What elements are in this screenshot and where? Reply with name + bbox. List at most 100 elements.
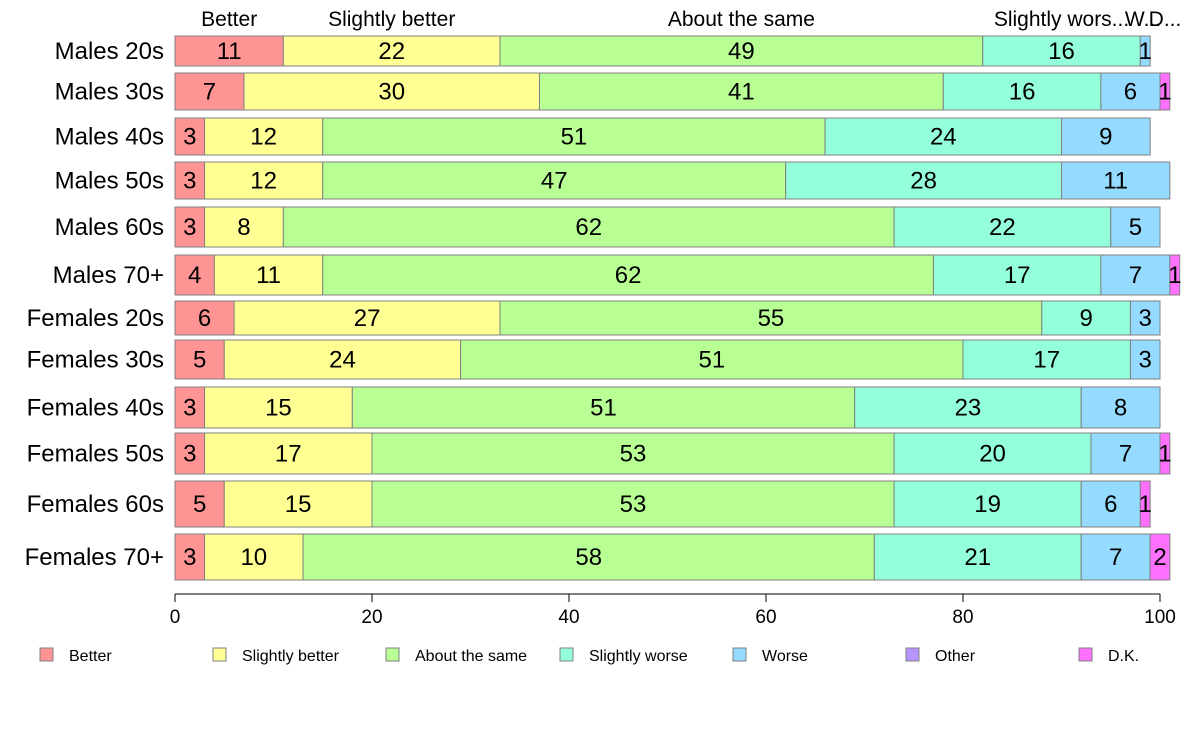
bar-segment-males-40s-worse <box>1061 117 1151 156</box>
data-label-females-60s-d-k: 1 <box>1139 491 1152 518</box>
data-label-females-40s-better: 3 <box>183 395 196 422</box>
bar-segment-males-30s-d-k <box>1159 72 1171 111</box>
bar-segment-males-30s-worse <box>1100 72 1161 111</box>
bar-segment-females-60s-d-k <box>1139 480 1151 528</box>
data-label-females-60s-better: 5 <box>193 491 206 518</box>
bar-segment-females-50s-d-k <box>1159 432 1171 475</box>
legend: Better Slightly better About the same Sligh… <box>39 647 1139 665</box>
legend-swatch-about-the-same <box>385 647 400 662</box>
data-label-females-30s-better: 5 <box>193 347 206 374</box>
bar-segment-males-20s-slightly-better <box>282 35 501 67</box>
legend-label-other: Other <box>935 648 976 665</box>
data-label-females-60s-worse: 6 <box>1104 491 1117 518</box>
data-label-males-70-better: 4 <box>188 262 201 289</box>
bar-segment-females-70-about-the-same <box>302 533 875 581</box>
bar-segment-females-30s-worse <box>1129 339 1161 380</box>
bar-segment-males-30s-slightly-worse <box>942 72 1102 111</box>
data-label-females-20s-slightly-worse: 9 <box>1079 305 1092 332</box>
x-tick-label-100: 100 <box>1144 607 1176 628</box>
bar-segment-females-40s-slightly-better <box>204 386 353 429</box>
bar-segment-females-60s-slightly-better <box>223 480 373 528</box>
category-label-females-40s: Females 40s <box>27 395 164 422</box>
bar-segment-females-50s-about-the-same <box>371 432 895 475</box>
bar-segment-males-40s-about-the-same <box>322 117 826 156</box>
bar-segment-females-70-slightly-worse <box>873 533 1082 581</box>
legend-swatch-slightly-better <box>212 647 227 662</box>
data-label-males-20s-about-the-same: 49 <box>728 38 755 65</box>
data-label-males-50s-worse: 11 <box>1103 168 1128 195</box>
data-label-females-50s-d-k: 1 <box>1158 441 1171 468</box>
top-label-about-the-same: About the same <box>668 8 815 31</box>
data-label-females-20s-about-the-same: 55 <box>758 305 785 332</box>
data-label-females-30s-about-the-same: 51 <box>698 347 725 374</box>
data-label-males-70-d-k: 1 <box>1168 262 1181 289</box>
category-label-females-30s: Females 30s <box>27 347 164 374</box>
top-label-slightly-wors: Slightly wors... <box>994 8 1129 31</box>
bar-segment-males-40s-slightly-worse <box>824 117 1062 156</box>
bar-segment-females-30s-slightly-worse <box>962 339 1131 380</box>
bar-segment-females-60s-worse <box>1080 480 1141 528</box>
bar-segment-females-40s-slightly-worse <box>854 386 1082 429</box>
category-label-males-40s: Males 40s <box>55 124 164 151</box>
bar-segment-females-60s-better <box>174 480 225 528</box>
legend-label-slightly-worse: Slightly worse <box>589 648 688 665</box>
bar-segment-males-50s-about-the-same <box>322 161 787 200</box>
bar-segment-males-20s-better <box>174 35 284 67</box>
x-tick-label-0: 0 <box>170 607 181 628</box>
data-label-females-50s-about-the-same: 53 <box>620 441 647 468</box>
data-label-males-70-slightly-worse: 17 <box>1004 262 1031 289</box>
data-label-females-40s-slightly-better: 15 <box>265 395 292 422</box>
legend-label-d-k: D.K. <box>1108 648 1139 665</box>
bar-segment-males-70-slightly-better <box>213 254 324 296</box>
data-label-females-50s-better: 3 <box>183 441 196 468</box>
bar-segment-females-60s-slightly-worse <box>893 480 1082 528</box>
category-label-females-60s: Females 60s <box>27 491 164 518</box>
category-label-females-70: Females 70+ <box>25 544 164 571</box>
data-label-females-50s-slightly-better: 17 <box>275 441 302 468</box>
x-tick-label-80: 80 <box>952 607 973 628</box>
bar-segment-males-20s-about-the-same <box>499 35 984 67</box>
data-label-females-20s-slightly-better: 27 <box>354 305 381 332</box>
data-label-males-40s-slightly-worse: 24 <box>930 124 957 151</box>
top-labels-layer: Better Slightly better About the same Sligh… <box>201 8 1181 31</box>
category-label-females-50s: Females 50s <box>27 441 164 468</box>
data-label-females-30s-worse: 3 <box>1139 347 1152 374</box>
data-label-females-70-slightly-better: 10 <box>240 544 267 571</box>
bar-segment-males-40s-slightly-better <box>204 117 324 156</box>
x-tick-label-40: 40 <box>558 607 579 628</box>
category-label-males-70: Males 70+ <box>53 262 164 289</box>
data-label-males-30s-d-k: 1 <box>1158 79 1171 106</box>
bar-segment-males-30s-about-the-same <box>538 72 944 111</box>
data-label-males-50s-better: 3 <box>183 168 196 195</box>
data-label-males-30s-worse: 6 <box>1124 79 1137 106</box>
category-label-males-60s: Males 60s <box>55 214 164 241</box>
x-axis: 0 20 40 60 80 100 <box>170 593 1176 628</box>
bar-segment-females-70-d-k <box>1149 533 1171 581</box>
bar-segment-females-40s-about-the-same <box>351 386 856 429</box>
data-label-females-20s-worse: 3 <box>1139 305 1152 332</box>
bar-segment-males-20s-worse <box>1139 35 1151 67</box>
data-label-males-70-worse: 7 <box>1129 262 1142 289</box>
top-label-slightly-better: Slightly better <box>328 8 455 31</box>
top-label-w: W... <box>1125 8 1161 31</box>
data-label-males-40s-about-the-same: 51 <box>561 124 588 151</box>
data-label-males-70-about-the-same: 62 <box>615 262 642 289</box>
bar-segment-males-70-d-k <box>1169 254 1181 296</box>
bar-segment-males-70-slightly-worse <box>932 254 1102 296</box>
bar-segment-males-50s-slightly-better <box>204 161 324 200</box>
bar-segment-females-20s-about-the-same <box>499 300 1043 336</box>
data-label-males-70-slightly-better: 11 <box>256 262 281 289</box>
bar-segment-females-50s-slightly-worse <box>893 432 1092 475</box>
bar-segment-females-70-worse <box>1080 533 1151 581</box>
legend-swatch-better <box>39 647 54 662</box>
data-label-males-50s-slightly-worse: 28 <box>910 168 937 195</box>
bar-segment-males-50s-worse <box>1061 161 1171 200</box>
data-label-females-40s-slightly-worse: 23 <box>955 395 982 422</box>
bar-segment-females-40s-worse <box>1080 386 1161 429</box>
data-label-females-60s-about-the-same: 53 <box>620 491 647 518</box>
legend-label-slightly-better: Slightly better <box>242 648 340 665</box>
data-label-males-40s-better: 3 <box>183 124 196 151</box>
data-label-females-40s-about-the-same: 51 <box>590 395 617 422</box>
data-label-females-70-better: 3 <box>183 544 196 571</box>
data-label-males-40s-slightly-better: 12 <box>250 124 277 151</box>
